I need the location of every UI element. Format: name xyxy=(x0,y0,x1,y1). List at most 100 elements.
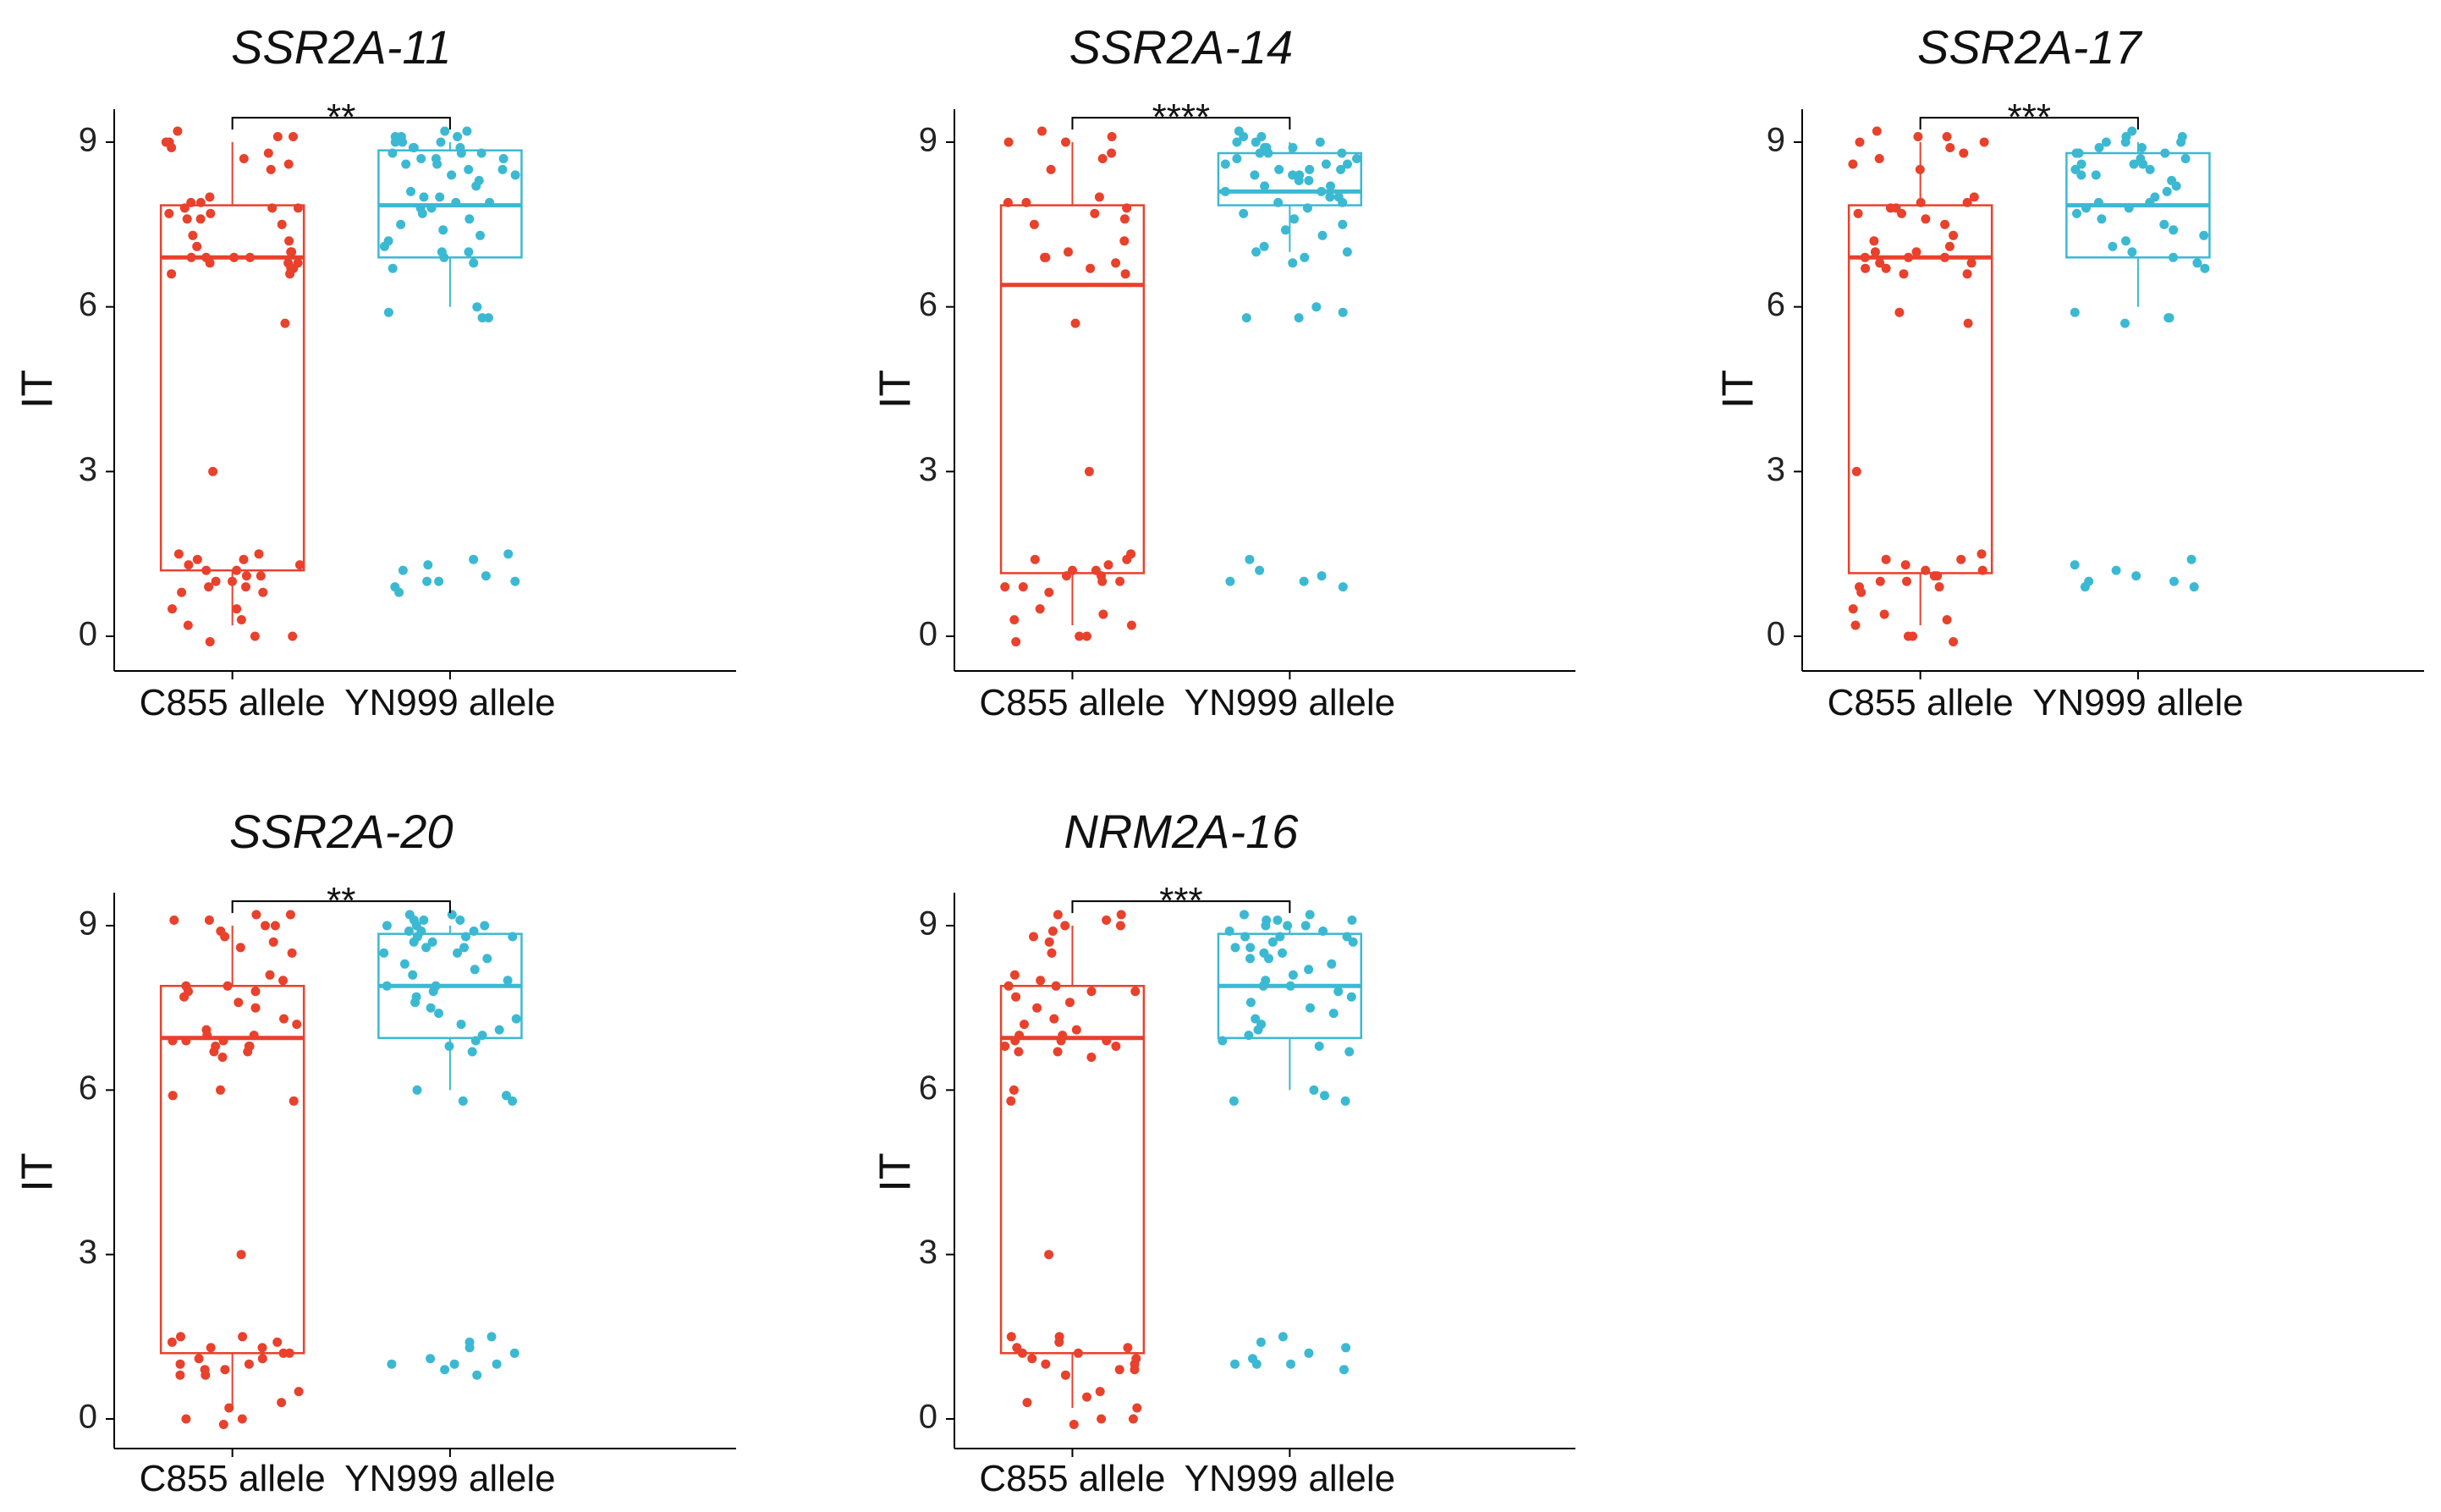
data-point xyxy=(206,1343,216,1353)
data-point xyxy=(167,269,177,279)
data-point xyxy=(398,565,408,575)
data-point xyxy=(1328,1009,1339,1019)
data-point xyxy=(235,943,245,953)
data-point xyxy=(1239,208,1249,218)
data-point xyxy=(245,252,255,262)
data-point xyxy=(467,1047,477,1057)
panel-title: SSR2A-17 xyxy=(1917,20,2142,74)
data-point xyxy=(1285,981,1295,991)
data-point xyxy=(1344,1047,1355,1057)
data-point xyxy=(1294,175,1304,185)
data-point xyxy=(1337,148,1347,158)
data-point xyxy=(1267,937,1278,947)
data-point xyxy=(184,560,194,570)
data-point xyxy=(1977,565,1987,575)
data-point xyxy=(1342,247,1352,257)
data-point xyxy=(1230,1359,1240,1369)
data-point xyxy=(409,143,419,152)
data-point xyxy=(1084,466,1094,476)
data-point xyxy=(277,219,287,229)
y-tick-label: 9 xyxy=(79,905,97,943)
data-point xyxy=(1115,576,1125,586)
data-point xyxy=(383,307,393,317)
significance-bracket xyxy=(1071,117,1291,130)
y-axis-label: IT xyxy=(14,370,63,409)
data-point xyxy=(458,1096,468,1106)
data-point xyxy=(216,1085,225,1095)
data-point xyxy=(1255,565,1265,575)
data-point xyxy=(1220,186,1230,196)
data-point xyxy=(188,230,198,240)
panel-title: SSR2A-14 xyxy=(1069,20,1294,74)
data-point xyxy=(1255,148,1265,158)
data-point xyxy=(254,549,264,559)
data-point xyxy=(1338,219,1348,229)
data-point xyxy=(268,937,278,947)
data-point xyxy=(1325,192,1335,202)
data-point xyxy=(1855,137,1865,147)
data-point xyxy=(176,1332,185,1342)
data-point xyxy=(223,981,233,991)
data-point xyxy=(2159,219,2169,229)
data-point xyxy=(1115,921,1125,931)
data-point xyxy=(1963,318,1973,328)
data-point xyxy=(394,587,404,597)
data-point xyxy=(451,197,461,207)
data-point xyxy=(1021,197,1031,207)
data-point xyxy=(263,148,273,158)
data-point xyxy=(2171,181,2181,191)
data-point xyxy=(2186,554,2196,564)
data-point xyxy=(453,132,463,141)
data-point xyxy=(1123,1343,1133,1353)
data-point xyxy=(232,565,242,575)
data-point xyxy=(208,466,218,476)
data-point xyxy=(1003,137,1014,147)
data-point xyxy=(169,915,179,925)
data-point xyxy=(485,197,495,207)
data-point xyxy=(1082,1392,1091,1402)
data-point xyxy=(1047,948,1057,958)
data-point xyxy=(201,565,212,575)
data-point xyxy=(409,937,419,947)
y-tick-label: 6 xyxy=(919,1069,937,1107)
data-point xyxy=(1107,132,1117,141)
data-point xyxy=(1302,203,1312,213)
data-point xyxy=(2101,137,2111,147)
data-point xyxy=(1304,1348,1314,1358)
data-point xyxy=(1318,926,1328,936)
data-point xyxy=(459,943,469,953)
y-tick-label: 0 xyxy=(919,616,937,653)
data-point xyxy=(177,587,187,597)
data-point xyxy=(238,1332,248,1342)
data-point xyxy=(280,318,290,328)
data-point xyxy=(1009,1085,1019,1095)
y-tick-label: 3 xyxy=(79,451,97,488)
data-point xyxy=(1102,915,1112,925)
data-point xyxy=(1309,1085,1319,1095)
data-point xyxy=(2127,247,2137,257)
data-point xyxy=(1299,576,1309,586)
data-point xyxy=(164,208,174,218)
data-point xyxy=(267,203,278,213)
data-point xyxy=(2097,214,2107,224)
data-point xyxy=(1881,263,1891,273)
data-point xyxy=(1942,132,1952,141)
data-point xyxy=(1288,970,1298,980)
data-point xyxy=(432,159,443,169)
data-point xyxy=(1872,126,1882,136)
data-point xyxy=(1860,252,1870,262)
data-point xyxy=(2071,148,2081,158)
data-point xyxy=(186,197,196,207)
data-point xyxy=(2138,159,2148,169)
data-point xyxy=(461,932,470,942)
box-body xyxy=(999,985,1146,1355)
x-category-label: C855 allele xyxy=(140,1458,326,1499)
data-point xyxy=(1051,981,1061,991)
data-point xyxy=(410,998,421,1008)
y-tick-label: 9 xyxy=(1767,122,1785,159)
data-point xyxy=(1853,208,1863,218)
data-point xyxy=(1053,910,1063,920)
data-point xyxy=(1959,148,1969,158)
data-point xyxy=(1009,970,1020,980)
data-point xyxy=(1856,587,1866,597)
